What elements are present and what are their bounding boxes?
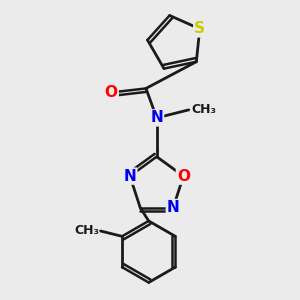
- Text: N: N: [150, 110, 163, 125]
- Text: S: S: [194, 21, 205, 36]
- Text: CH₃: CH₃: [74, 224, 99, 238]
- Text: CH₃: CH₃: [191, 103, 217, 116]
- Text: N: N: [124, 169, 136, 184]
- Text: N: N: [167, 200, 180, 215]
- Text: O: O: [177, 169, 190, 184]
- Text: O: O: [105, 85, 118, 100]
